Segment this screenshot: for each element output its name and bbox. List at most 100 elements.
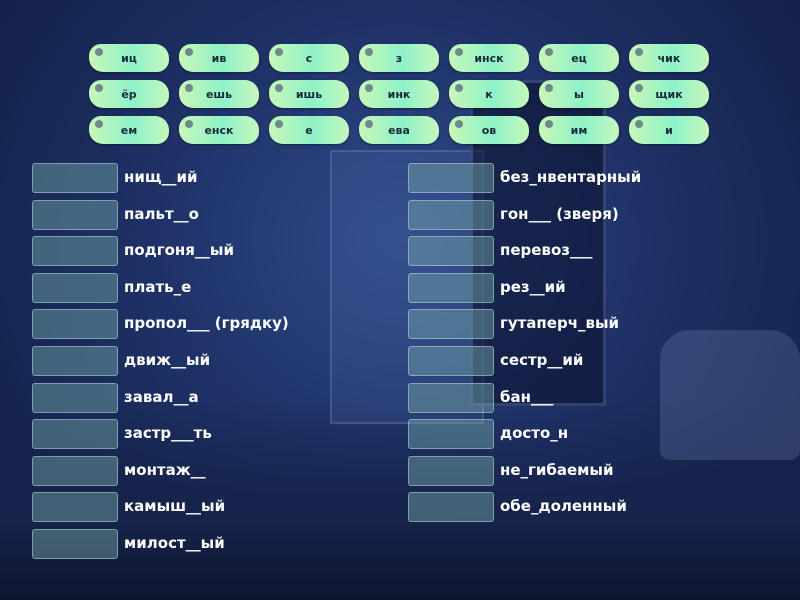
word-label: без_нвентарный [500,168,642,186]
tile-decoration-icon [635,120,643,128]
drop-slot[interactable] [408,309,494,340]
answer-tile[interactable]: чик [629,44,709,72]
word-label: пальт__о [124,204,199,223]
tile-decoration-icon [185,120,193,128]
drop-slot[interactable] [408,455,494,486]
word-label: завал__а [124,387,199,406]
tile-decoration-icon [455,48,463,56]
word-label: движ__ый [124,351,211,369]
tile-label: щик [655,87,683,101]
answer-tile[interactable]: щик [629,80,709,108]
tile-label: ешь [205,87,233,101]
tile-decoration-icon [275,48,283,56]
tile-label: чик [657,51,681,65]
tile-decoration-icon [365,48,373,56]
answer-tile[interactable]: инк [359,80,439,108]
drop-slot[interactable] [32,272,118,303]
drop-slot[interactable] [32,309,118,340]
drop-slot[interactable] [32,419,118,450]
tile-decoration-icon [185,84,193,92]
drop-slot[interactable] [408,163,494,193]
tile-label: ишь [295,87,323,101]
tile-decoration-icon [455,120,463,128]
tile-label: им [570,123,588,137]
background-floor [0,400,800,600]
answer-tile[interactable]: ов [449,116,529,144]
drop-slot[interactable] [32,199,118,230]
drop-slot[interactable] [32,382,118,413]
word-label: нищ__ий [124,168,198,186]
tile-label: ем [120,123,138,137]
tile-decoration-icon [365,84,373,92]
tile-label: с [305,51,313,65]
tile-label: ы [574,87,584,101]
tile-decoration-icon [185,48,193,56]
background-armchair [660,330,800,460]
tile-decoration-icon [545,48,553,56]
answer-tile[interactable]: ы [539,80,619,108]
tile-label: ец [571,51,587,65]
drop-slot[interactable] [408,272,494,303]
answer-tile[interactable]: ева [359,116,439,144]
tile-decoration-icon [545,120,553,128]
word-label: бан___ [500,387,554,406]
tile-decoration-icon [455,84,463,92]
tile-label: ева [388,123,410,137]
answer-tile[interactable]: с [269,44,349,72]
tile-decoration-icon [275,84,283,92]
tile-decoration-icon [95,120,103,128]
tile-decoration-icon [95,48,103,56]
word-label: рез__ий [500,277,566,296]
answer-tile[interactable]: ишь [269,80,349,108]
tile-label: и [665,123,673,137]
word-label: камыш__ый [124,497,226,516]
answer-tile[interactable]: и [629,116,709,144]
answer-tile[interactable]: ешь [179,80,259,108]
drop-slot[interactable] [32,529,118,559]
answer-tile[interactable]: енск [179,116,259,144]
answer-tile[interactable]: ем [89,116,169,144]
tile-decoration-icon [95,84,103,92]
word-label: гон___ (зверя) [500,204,619,223]
background-door [330,150,484,424]
word-label: гутаперч_вый [500,314,620,333]
word-label: милост__ый [124,534,225,552]
drop-slot[interactable] [32,163,118,193]
drop-slot[interactable] [408,236,494,267]
word-label: перевоз___ [500,241,593,260]
drop-slot[interactable] [32,492,118,523]
tile-decoration-icon [365,120,373,128]
tile-label: ив [211,51,227,65]
drop-slot[interactable] [32,455,118,486]
answer-tile[interactable]: к [449,80,529,108]
drop-slot[interactable] [408,419,494,450]
drop-slot[interactable] [408,199,494,230]
word-label: монтаж__ [124,460,206,479]
tile-label: иц [121,51,137,65]
tile-label: инск [474,51,504,65]
answer-tile[interactable]: е [269,116,349,144]
word-label: не_гибаемый [500,460,614,479]
answer-tile[interactable]: им [539,116,619,144]
word-label: подгоня__ый [124,241,234,260]
answer-tile[interactable]: инск [449,44,529,72]
answer-tile[interactable]: з [359,44,439,72]
word-label: сестр__ий [500,351,584,369]
answer-tile[interactable]: ец [539,44,619,72]
tile-label: з [395,51,403,65]
drop-slot[interactable] [408,346,494,376]
answer-tile[interactable]: иц [89,44,169,72]
drop-slot[interactable] [408,382,494,413]
tile-label: инк [387,87,411,101]
tile-label: е [305,123,313,137]
tile-label: енск [204,123,234,137]
drop-slot[interactable] [408,492,494,523]
answer-tile[interactable]: ёр [89,80,169,108]
drop-slot[interactable] [32,346,118,376]
word-label: плать_е [124,277,192,296]
word-label: застр___ть [124,424,212,443]
tile-label: к [485,87,493,101]
drop-slot[interactable] [32,236,118,267]
tile-decoration-icon [635,48,643,56]
answer-tile[interactable]: ив [179,44,259,72]
